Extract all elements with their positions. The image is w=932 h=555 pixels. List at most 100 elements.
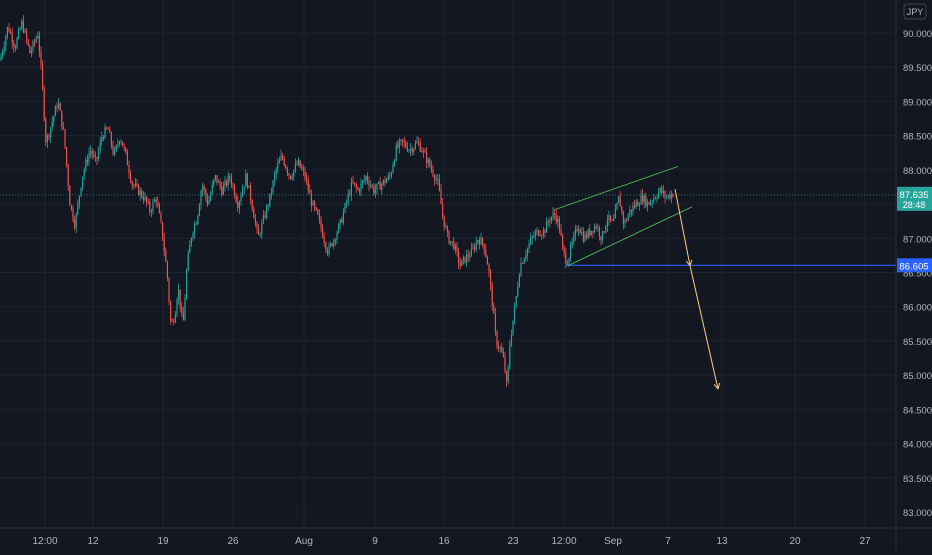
candle-body	[557, 218, 559, 223]
candle-body	[205, 189, 207, 197]
candle-body	[118, 141, 120, 144]
candle-body	[222, 186, 224, 195]
candle-body	[662, 191, 664, 194]
candle-body	[50, 127, 52, 137]
x-tick-label: Aug	[295, 536, 313, 547]
candle-body	[46, 135, 48, 143]
candle-body	[555, 214, 557, 223]
candle-body	[86, 159, 88, 162]
candle-body	[232, 184, 234, 187]
candle-body	[197, 215, 199, 224]
channel-lower-line[interactable]	[567, 206, 693, 267]
channel-upper-line[interactable]	[554, 165, 679, 211]
candle-body	[635, 201, 637, 208]
candle-body	[437, 178, 439, 180]
candle-body	[10, 31, 12, 34]
candle-body	[326, 249, 328, 254]
currency-badge[interactable]	[903, 3, 927, 20]
candle-body	[149, 202, 151, 213]
candle-body	[518, 275, 520, 287]
candle-body	[114, 150, 116, 155]
candle-body	[117, 143, 119, 146]
candle-body	[509, 345, 511, 368]
candle-body	[190, 237, 192, 245]
candle-body	[165, 250, 167, 262]
candle-body	[666, 196, 668, 198]
candle-body	[632, 205, 634, 212]
y-tick-label: 88.500	[903, 132, 932, 143]
candle-body	[170, 301, 172, 322]
candle-body	[613, 218, 615, 221]
candle-body	[243, 186, 245, 190]
candle-body	[26, 30, 28, 40]
candle-body	[579, 229, 581, 234]
candle-body	[643, 195, 645, 203]
candle-body	[474, 247, 476, 250]
candle-body	[525, 255, 527, 260]
candle-body	[494, 313, 496, 332]
candle-body	[414, 143, 416, 149]
candle-body	[483, 243, 485, 250]
candle-body	[459, 263, 461, 267]
projection-arrow[interactable]	[674, 188, 691, 266]
candle-body	[341, 219, 343, 223]
candle-body	[147, 202, 149, 204]
candle-body	[104, 127, 106, 139]
candle-body	[434, 175, 436, 181]
candle-body	[133, 185, 135, 187]
candle-body	[397, 144, 399, 148]
candle-body	[624, 220, 626, 224]
candle-body	[362, 180, 364, 184]
candle-body	[150, 211, 152, 213]
candle-body	[101, 137, 103, 142]
candle-body	[11, 33, 13, 43]
candle-body	[408, 149, 410, 151]
candle-body	[18, 29, 20, 39]
candle-body	[240, 196, 242, 202]
candle-body	[213, 179, 215, 185]
candle-body	[456, 245, 458, 252]
candle-body	[13, 42, 15, 47]
candle-body	[5, 36, 7, 47]
candle-body	[354, 182, 356, 185]
candle-body	[571, 242, 573, 246]
candle-body	[256, 222, 258, 229]
projection-arrow[interactable]	[689, 265, 719, 389]
candle-body	[659, 187, 661, 192]
y-tick-label: 89.000	[903, 97, 932, 108]
candle-body	[336, 232, 338, 240]
candle-body	[278, 160, 280, 164]
candle-body	[517, 286, 519, 297]
candle-body	[669, 194, 671, 199]
candle-body	[656, 197, 658, 199]
candle-body	[582, 232, 584, 242]
candle-body	[144, 196, 146, 200]
candle-body	[531, 236, 533, 239]
level-tag-value: 86.605	[899, 261, 928, 272]
candle-body	[34, 41, 36, 43]
candle-body	[549, 221, 551, 223]
candle-body	[499, 347, 501, 349]
y-tick-label: 85.500	[903, 337, 932, 348]
candle-body	[139, 190, 141, 196]
candle-body	[672, 193, 674, 198]
candle-body	[43, 87, 45, 120]
candle-body	[438, 178, 440, 191]
candle-body	[562, 235, 564, 247]
candle-body	[301, 167, 303, 170]
candle-body	[102, 137, 104, 139]
candle-body	[27, 39, 29, 46]
candle-body	[576, 229, 578, 231]
candle-body	[136, 183, 138, 185]
candle-body	[626, 220, 628, 222]
level-tag	[897, 258, 932, 273]
candle-body	[323, 237, 325, 243]
candle-body	[304, 170, 306, 179]
candle-body	[496, 331, 498, 347]
candle-body	[544, 229, 546, 233]
candle-body	[485, 249, 487, 257]
candle-body	[645, 195, 647, 207]
candle-body	[528, 244, 530, 249]
